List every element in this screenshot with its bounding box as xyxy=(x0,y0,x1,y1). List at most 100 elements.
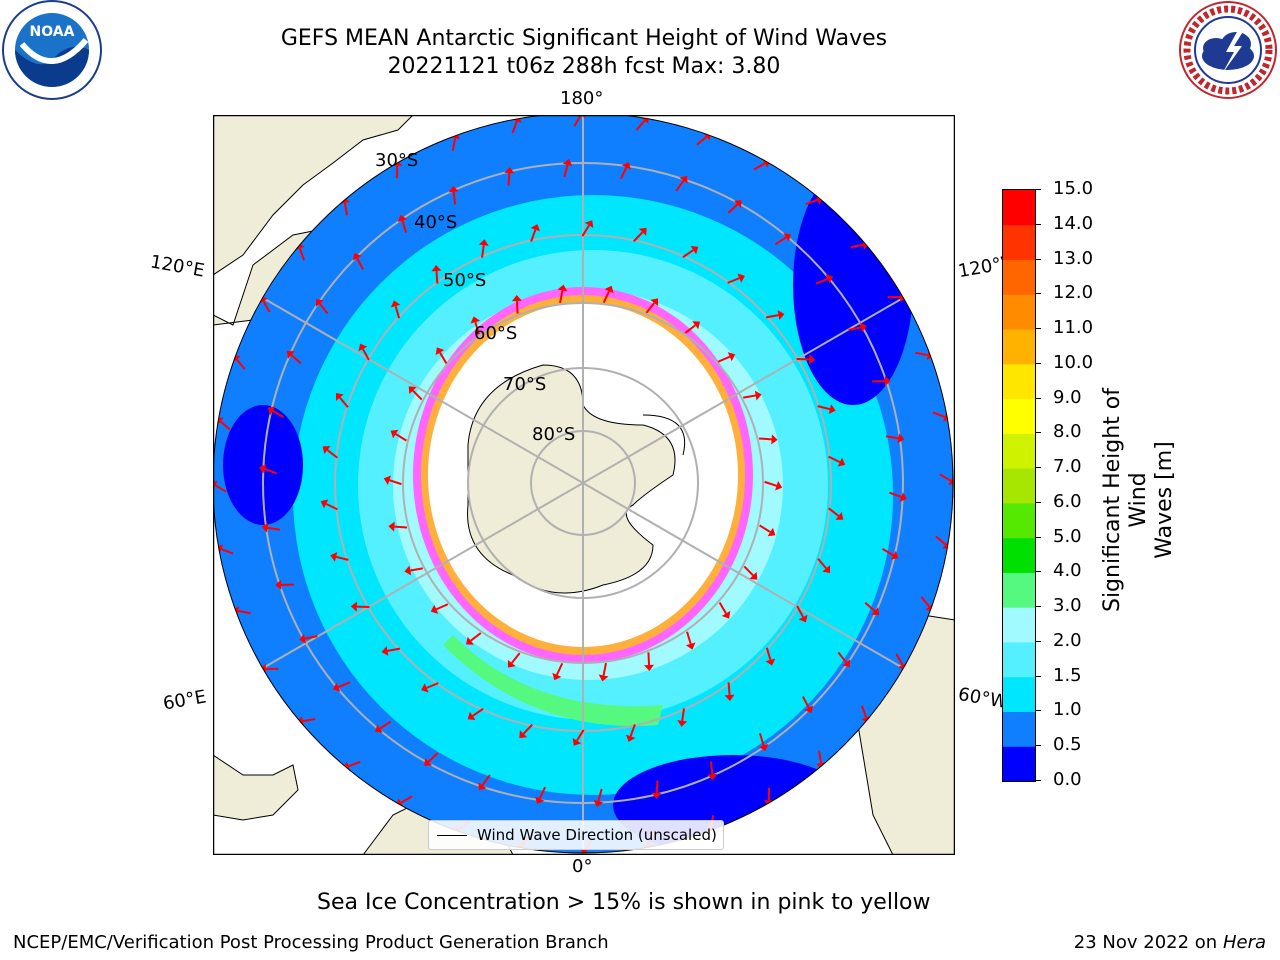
colorbar-tick-mark xyxy=(1035,328,1041,330)
colorbar-tick-mark xyxy=(1035,745,1041,747)
wind-wave-arrow-shaft xyxy=(507,172,511,186)
wind-wave-arrow-shaft xyxy=(860,705,868,718)
wind-wave-arrow-shaft xyxy=(818,750,823,764)
wind-wave-arrow-shaft xyxy=(220,548,234,555)
wind-wave-arrow-shaft xyxy=(759,524,771,533)
legend-label: Wind Wave Direction (unscaled) xyxy=(477,826,717,844)
wind-wave-arrow-shaft xyxy=(510,652,521,664)
colorbar-band xyxy=(1003,502,1035,539)
wind-wave-arrow-shaft xyxy=(337,681,351,688)
wind-wave-arrow-head xyxy=(352,252,362,261)
wind-wave-arrow-shaft xyxy=(881,547,894,557)
wind-wave-arrow-head xyxy=(948,476,953,486)
colorbar-tick-label: 7.0 xyxy=(1053,456,1082,478)
colorbar-tick-mark xyxy=(1035,571,1041,573)
colorbar-tick-label: 1.0 xyxy=(1053,699,1082,721)
wind-wave-arrow-head xyxy=(286,351,295,359)
wind-wave-arrow-shaft xyxy=(920,596,931,608)
wind-wave-arrow-head xyxy=(580,848,590,853)
wind-wave-arrow-shaft xyxy=(696,135,708,146)
wind-wave-arrow-shaft xyxy=(939,473,952,482)
footer-branch: NCEP/EMC/Verification Post Processing Pr… xyxy=(13,932,609,953)
wind-wave-arrow-shaft xyxy=(515,300,519,314)
wind-wave-arrow-shaft xyxy=(219,420,231,431)
wind-wave-arrow-head xyxy=(465,636,474,645)
wind-wave-arrow-shaft xyxy=(400,795,413,804)
wind-wave-arrow-shaft xyxy=(620,166,628,180)
colorbar-tick-mark xyxy=(1035,710,1041,712)
wind-wave-arrow-head xyxy=(733,200,742,208)
colorbar-tick-mark xyxy=(1035,362,1041,364)
wind-wave-arrow-shaft xyxy=(727,682,731,696)
wind-wave-arrow-shaft xyxy=(817,558,827,570)
wind-wave-arrow-shaft xyxy=(538,786,546,800)
colorbar-tick-mark xyxy=(1035,397,1041,399)
colorbar-band xyxy=(1003,398,1035,434)
wind-wave-arrow-shaft xyxy=(435,603,449,611)
lat-label-40s: 40°S xyxy=(414,212,458,233)
wind-wave-arrow-shaft xyxy=(718,602,727,614)
lat-label-60s: 60°S xyxy=(474,323,518,344)
wind-wave-arrow-head xyxy=(383,475,391,485)
wind-wave-arrow-shaft xyxy=(481,245,485,258)
wind-wave-arrow-head xyxy=(504,167,515,174)
wind-wave-arrow-head xyxy=(320,499,329,509)
wind-wave-arrow-head xyxy=(261,522,269,533)
wind-wave-arrow-head xyxy=(424,758,433,766)
wind-wave-arrow-head xyxy=(809,354,816,365)
colorbar-label-line2: Waves [m] xyxy=(1152,441,1177,559)
wind-wave-arrow-shaft xyxy=(837,651,848,664)
wind-wave-arrow-shaft xyxy=(389,479,402,486)
wind-wave-arrow-shaft xyxy=(686,631,692,645)
colorbar-band xyxy=(1003,746,1035,782)
colorbar-band xyxy=(1003,468,1035,504)
wind-wave-arrow-shaft xyxy=(304,635,318,640)
wind-wave-arrow-shaft xyxy=(556,662,564,676)
colorbar-tick-mark xyxy=(1035,293,1041,295)
lat-label-70s: 70°S xyxy=(503,374,547,395)
colorbar-tick-label: 6.0 xyxy=(1053,490,1082,512)
colorbar-band xyxy=(1003,433,1035,469)
colorbar-tick-label: 0.0 xyxy=(1053,769,1082,790)
wind-wave-arrow-head xyxy=(358,343,368,352)
colorbar-band xyxy=(1003,607,1035,643)
wind-wave-arrow-head xyxy=(511,295,522,302)
wind-wave-arrow-head xyxy=(530,224,541,232)
wind-wave-arrow-shaft xyxy=(426,682,439,689)
wind-wave-arrow-shaft xyxy=(828,507,840,517)
wind-wave-arrow-shaft xyxy=(675,180,685,192)
wind-wave-arrow-shaft xyxy=(401,220,408,233)
wind-wave-arrow-shaft xyxy=(348,760,361,768)
wind-wave-arrow-shaft xyxy=(238,609,251,615)
colorbar-tick-mark xyxy=(1035,189,1041,190)
wind-wave-arrow-head xyxy=(404,565,412,576)
lon-label-60e: 60°E xyxy=(161,686,208,715)
wind-wave-arrow-shaft xyxy=(681,708,685,721)
wind-wave-arrow-shaft xyxy=(474,321,480,335)
wind-wave-arrow-head xyxy=(783,233,791,242)
wind-wave-arrow-shaft xyxy=(647,652,651,666)
colorbar-band xyxy=(1003,190,1035,226)
wind-wave-arrow-shaft xyxy=(805,198,818,206)
polar-map xyxy=(212,114,956,856)
wind-wave-arrow-shaft xyxy=(817,405,831,411)
wind-wave-arrow-head xyxy=(828,404,836,415)
wind-wave-arrow-head xyxy=(435,347,445,356)
wind-wave-arrow-shaft xyxy=(472,707,484,717)
footer-date: 23 Nov 2022 on Hera xyxy=(1074,932,1266,953)
chart-title-line2: 20221121 t06z 288h fcst Max: 3.80 xyxy=(387,54,781,79)
wind-wave-arrow-shaft xyxy=(451,138,457,151)
colorbar-bands xyxy=(1003,190,1035,782)
wind-wave-arrow-head xyxy=(890,550,899,560)
wind-wave-arrow-shaft xyxy=(410,567,423,572)
wind-wave-arrow-shaft xyxy=(356,257,364,270)
colorbar-band xyxy=(1003,259,1035,295)
wind-wave-arrow-shaft xyxy=(935,535,947,546)
wind-wave-arrow-shaft xyxy=(395,433,407,442)
colorbar-tick-mark xyxy=(1035,675,1041,677)
footer-host: Hera xyxy=(1222,932,1266,953)
wind-wave-arrow-shaft xyxy=(530,229,537,242)
wind-wave-arrow-head xyxy=(431,265,442,272)
wind-wave-arrow-head xyxy=(470,316,481,324)
wind-wave-arrow-head xyxy=(275,579,282,590)
